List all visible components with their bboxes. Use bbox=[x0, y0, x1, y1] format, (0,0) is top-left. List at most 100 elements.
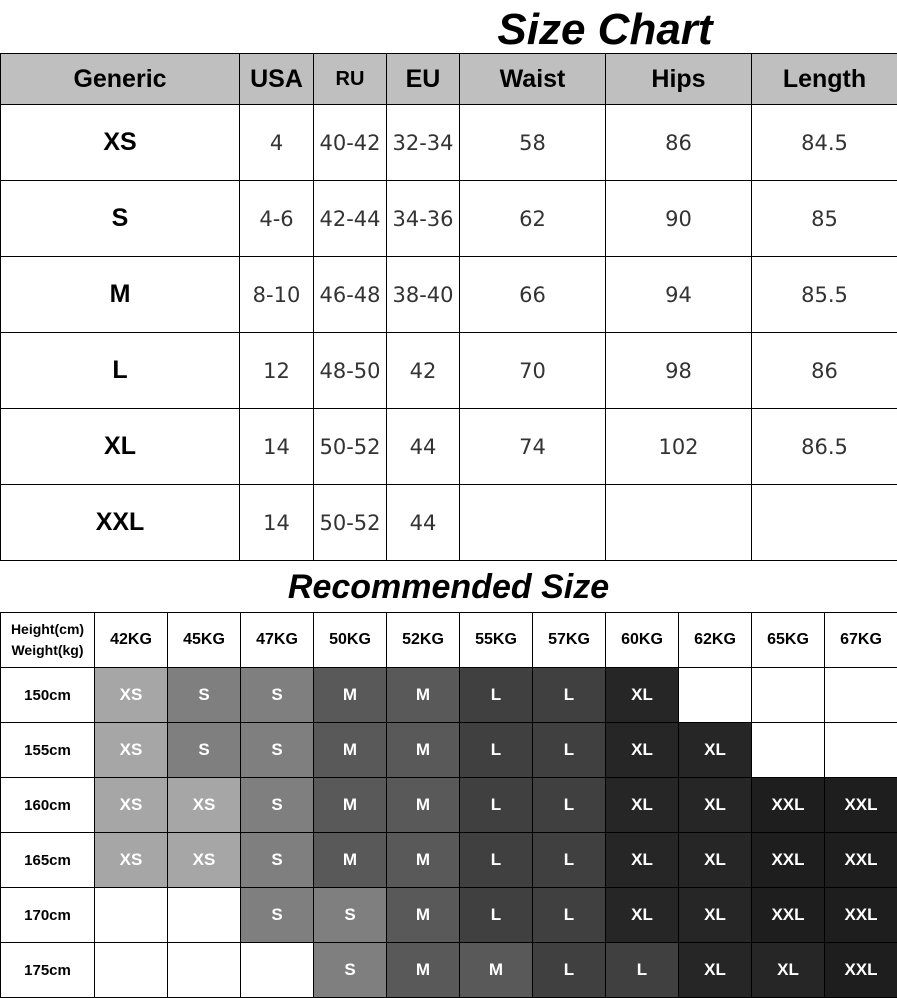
recommended-size-cell: XL bbox=[605, 832, 679, 888]
recommended-size-cell: S bbox=[240, 887, 314, 943]
recommended-size-cell bbox=[167, 887, 241, 943]
table-cell: 85 bbox=[751, 180, 897, 257]
recommended-size-cell: S bbox=[240, 667, 314, 723]
weight-header: 52KG bbox=[386, 612, 460, 668]
table-cell: 4-6 bbox=[239, 180, 314, 257]
recommended-size-cell: L bbox=[459, 667, 533, 723]
recommended-size-cell: XL bbox=[605, 667, 679, 723]
recommended-size-cell: S bbox=[313, 887, 387, 943]
recommended-size-cell: L bbox=[532, 777, 606, 833]
recommended-size-cell: M bbox=[386, 832, 460, 888]
recommended-size-cell: XXL bbox=[751, 832, 825, 888]
table-cell: 42 bbox=[386, 332, 460, 409]
recommended-size-cell: XS bbox=[167, 777, 241, 833]
table-row: XL 14 50-52 44 74 102 86.5 bbox=[0, 408, 897, 485]
recommended-size-cell: S bbox=[313, 942, 387, 998]
table-cell: 46-48 bbox=[313, 256, 387, 333]
table-row: 160cm XS XS S M M L L XL XL XXL XXL bbox=[0, 777, 897, 833]
weight-header: 55KG bbox=[459, 612, 533, 668]
table-row: 150cm XS S S M M L L XL bbox=[0, 667, 897, 723]
table-cell: 38-40 bbox=[386, 256, 460, 333]
corner-header: Height(cm) Weight(kg) bbox=[0, 612, 95, 668]
recommended-size-cell: XS bbox=[94, 832, 168, 888]
weight-header: 67KG bbox=[824, 612, 897, 668]
height-cell: 155cm bbox=[0, 722, 95, 778]
table-cell: 62 bbox=[459, 180, 606, 257]
table-cell: 40-42 bbox=[313, 104, 387, 181]
weight-header: 60KG bbox=[605, 612, 679, 668]
recommended-size-cell: M bbox=[386, 887, 460, 943]
recommended-size-cell: XS bbox=[94, 722, 168, 778]
table-row: XS 4 40-42 32-34 58 86 84.5 bbox=[0, 104, 897, 181]
recommended-size-cell: XL bbox=[605, 887, 679, 943]
column-header: Generic bbox=[0, 53, 240, 105]
height-cell: 175cm bbox=[0, 942, 95, 998]
table-cell: 84.5 bbox=[751, 104, 897, 181]
recommended-size-cell: XL bbox=[605, 777, 679, 833]
size-chart-table: Generic USA RU EU Waist Hips Length XS 4 40-42 32… bbox=[0, 53, 897, 561]
generic-size-cell: M bbox=[0, 256, 240, 333]
recommended-size-cell bbox=[751, 667, 825, 723]
recommended-size-cell bbox=[751, 722, 825, 778]
recommended-size-cell: M bbox=[313, 777, 387, 833]
recommended-size-cell: M bbox=[313, 722, 387, 778]
table-cell: 85.5 bbox=[751, 256, 897, 333]
recommended-size-cell: L bbox=[532, 722, 606, 778]
weight-header: 45KG bbox=[167, 612, 241, 668]
recommended-size-cell: XXL bbox=[824, 887, 897, 943]
recommended-size-cell: XS bbox=[94, 667, 168, 723]
weight-header: 42KG bbox=[94, 612, 168, 668]
table-row: 170cm S S M L L XL XL XXL XXL bbox=[0, 887, 897, 943]
recommended-size-cell: XXL bbox=[824, 832, 897, 888]
recommended-size-cell bbox=[94, 942, 168, 998]
table-cell: 14 bbox=[239, 484, 314, 561]
table-cell: 8-10 bbox=[239, 256, 314, 333]
recommended-size-cell: XL bbox=[678, 777, 752, 833]
weight-header: 50KG bbox=[313, 612, 387, 668]
recommended-size-cell: XXL bbox=[751, 777, 825, 833]
column-header: Hips bbox=[605, 53, 752, 105]
recommended-size-cell: S bbox=[167, 722, 241, 778]
recommended-size-cell: S bbox=[240, 777, 314, 833]
recommended-size-cell: S bbox=[240, 832, 314, 888]
table-cell: 14 bbox=[239, 408, 314, 485]
weight-label: Weight(kg) bbox=[11, 642, 84, 658]
column-header: USA bbox=[239, 53, 314, 105]
recommended-size-cell bbox=[824, 722, 897, 778]
table-cell: 66 bbox=[459, 256, 606, 333]
size-chart-title: Size Chart bbox=[497, 5, 713, 54]
table-cell: 48-50 bbox=[313, 332, 387, 409]
generic-size-cell: S bbox=[0, 180, 240, 257]
recommended-size-cell: M bbox=[386, 777, 460, 833]
recommended-size-cell bbox=[94, 887, 168, 943]
recommended-size-cell bbox=[167, 942, 241, 998]
recommended-size-cell: L bbox=[459, 722, 533, 778]
generic-size-cell: XL bbox=[0, 408, 240, 485]
table-row: XXL 14 50-52 44 bbox=[0, 484, 897, 561]
column-header: Length bbox=[751, 53, 897, 105]
recommended-size-cell: M bbox=[313, 667, 387, 723]
generic-size-cell: L bbox=[0, 332, 240, 409]
table-row: S 4-6 42-44 34-36 62 90 85 bbox=[0, 180, 897, 257]
recommended-size-cell: XS bbox=[94, 777, 168, 833]
table-cell: 50-52 bbox=[313, 484, 387, 561]
table-cell bbox=[605, 484, 752, 561]
recommended-size-title: Recommended Size bbox=[287, 568, 610, 606]
table-cell: 34-36 bbox=[386, 180, 460, 257]
recommended-size-cell: L bbox=[605, 942, 679, 998]
recommended-size-cell: XL bbox=[678, 942, 752, 998]
table-row: 175cm S M M L L XL XL XXL bbox=[0, 942, 897, 998]
recommended-size-cell: XXL bbox=[751, 887, 825, 943]
recommended-size-cell: L bbox=[532, 832, 606, 888]
recommended-size-cell: XL bbox=[678, 887, 752, 943]
recommended-size-cell: XXL bbox=[824, 777, 897, 833]
table-cell: 102 bbox=[605, 408, 752, 485]
recommended-size-cell: L bbox=[532, 667, 606, 723]
weight-header: 62KG bbox=[678, 612, 752, 668]
table-cell: 50-52 bbox=[313, 408, 387, 485]
recommended-size-cell: S bbox=[240, 722, 314, 778]
table-row: 155cm XS S S M M L L XL XL bbox=[0, 722, 897, 778]
recommended-size-cell: XL bbox=[678, 722, 752, 778]
recommended-size-cell: M bbox=[386, 942, 460, 998]
generic-size-cell: XS bbox=[0, 104, 240, 181]
